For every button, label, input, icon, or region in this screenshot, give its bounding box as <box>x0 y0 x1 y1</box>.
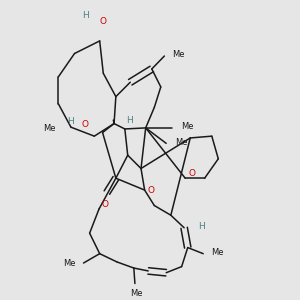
Text: Me: Me <box>175 138 188 147</box>
Text: O: O <box>189 169 196 178</box>
Text: Me: Me <box>172 50 184 59</box>
Text: O: O <box>100 17 107 26</box>
Text: H: H <box>68 117 74 126</box>
Text: Me: Me <box>130 289 143 298</box>
Text: Me: Me <box>211 248 224 257</box>
Text: Me: Me <box>43 124 56 134</box>
Text: H: H <box>82 11 89 20</box>
Text: Me: Me <box>64 259 76 268</box>
Text: Me: Me <box>181 122 194 131</box>
Text: H: H <box>126 116 133 125</box>
Text: H: H <box>198 221 205 230</box>
Text: O: O <box>102 200 109 208</box>
Text: O: O <box>148 186 154 195</box>
Text: O: O <box>82 120 89 129</box>
